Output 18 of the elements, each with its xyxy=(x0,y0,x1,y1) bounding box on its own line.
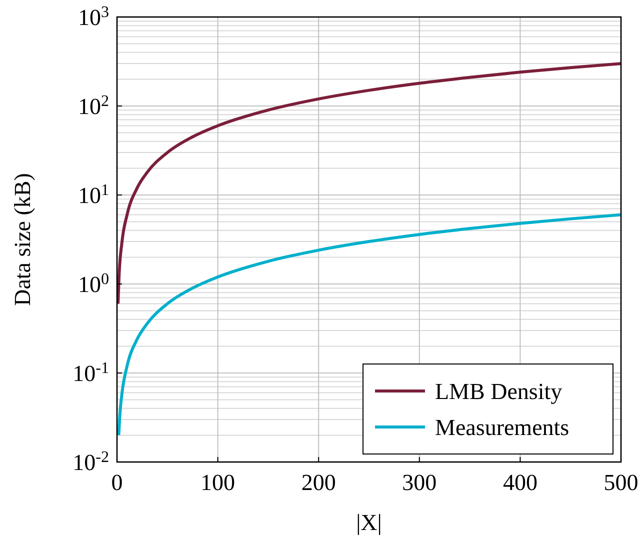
x-axis-title: |X| xyxy=(356,510,382,535)
x-tick-label: 500 xyxy=(604,470,638,495)
y-tick-label: 10$^{-2}$ xyxy=(72,448,109,475)
y-tick-label: 10$^{2}$ xyxy=(78,92,109,119)
line-series xyxy=(116,62,622,306)
x-tick-label: 0 xyxy=(111,470,123,495)
legend-label: LMB Density xyxy=(435,379,563,404)
y-tick-label: 10$^{0}$ xyxy=(78,270,109,297)
y-tick-label: 10$^{1}$ xyxy=(78,182,109,208)
x-tick-label: 300 xyxy=(402,470,437,495)
x-tick-label: 200 xyxy=(301,470,336,495)
x-tick-label: 400 xyxy=(502,470,538,495)
y-tick-label: 10$^{3}$ xyxy=(78,4,109,30)
y-axis-title: Data size (kB) xyxy=(10,173,35,306)
y-tick-label: 10$^{-1}$ xyxy=(72,360,109,386)
legend-label: Measurements xyxy=(435,415,570,440)
x-tick-label: 100 xyxy=(200,470,236,495)
line-series xyxy=(117,213,622,437)
